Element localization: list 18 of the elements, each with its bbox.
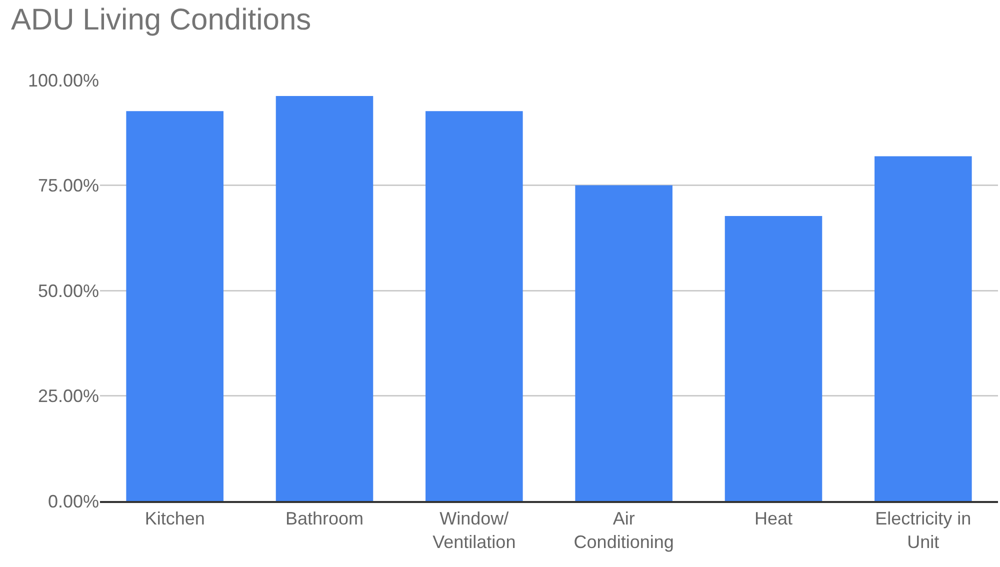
bar: [126, 111, 224, 501]
bar: [426, 111, 523, 501]
x-tick-label: Air Conditioning: [574, 508, 674, 552]
y-tick-label: 100.00%: [28, 70, 99, 90]
y-tick-label: 75.00%: [38, 176, 99, 196]
bar: [874, 156, 972, 501]
bar: [276, 96, 374, 501]
chart-title: ADU Living Conditions: [11, 4, 312, 37]
y-tick-label: 25.00%: [38, 386, 99, 406]
y-tick-label: 50.00%: [38, 280, 99, 301]
x-tick-label: Heat: [754, 508, 793, 529]
x-tick-label: Electricity in Unit: [875, 508, 972, 552]
x-tick-label: Kitchen: [144, 508, 205, 529]
x-tick-label: Window/ Ventilation: [432, 508, 516, 552]
x-tick-label: Bathroom: [285, 508, 364, 529]
bar: [724, 216, 822, 501]
bar: [575, 185, 672, 501]
y-tick-label: 0.00%: [48, 491, 99, 512]
